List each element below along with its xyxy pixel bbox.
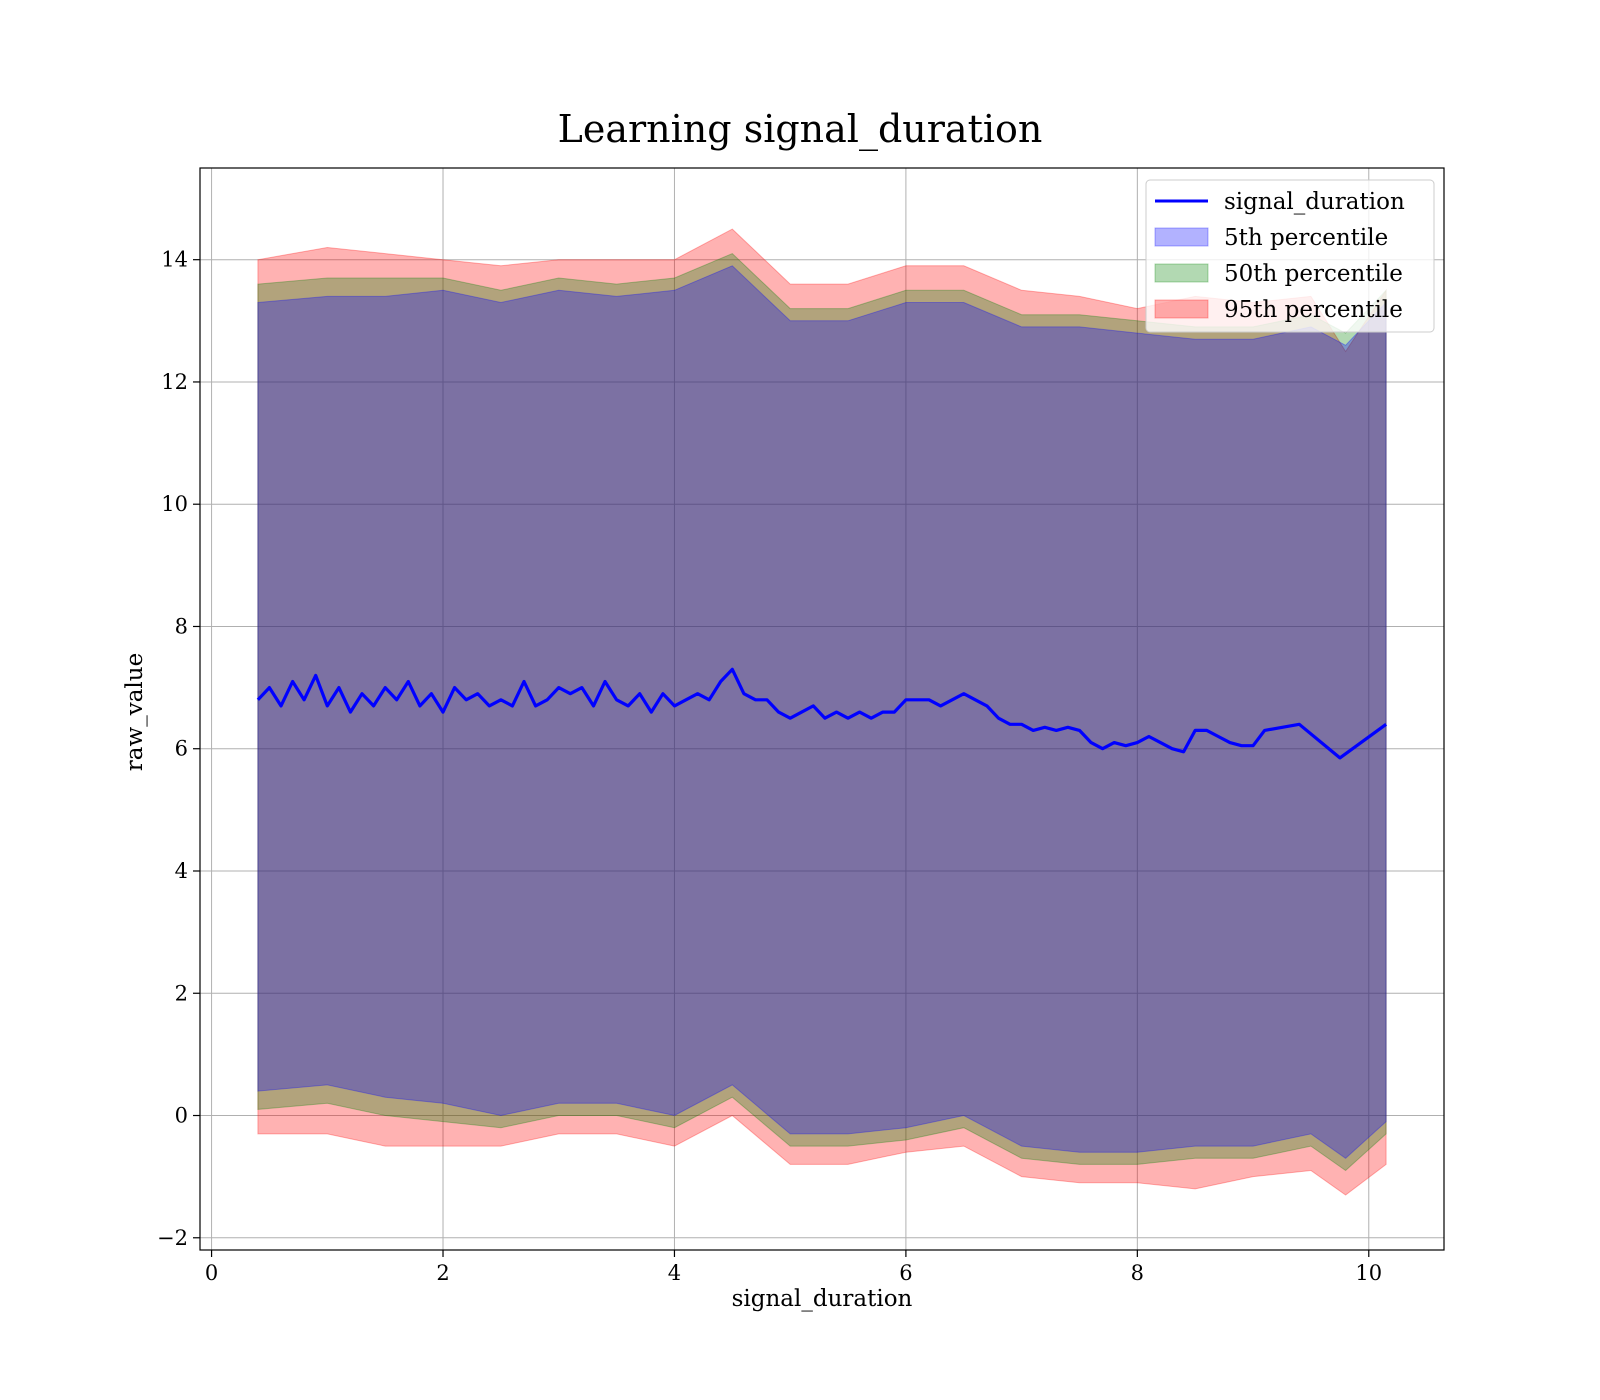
legend-label-95th: 95th percentile xyxy=(1224,297,1403,323)
plot-frame xyxy=(199,167,1445,1251)
y-tick-label: 8 xyxy=(175,614,188,638)
x-tick-label: 0 xyxy=(205,1261,218,1285)
y-tick-label: 12 xyxy=(161,370,188,394)
chart-title: Learning signal_duration xyxy=(558,107,1043,152)
grid xyxy=(200,168,1444,1250)
y-tick-label: −2 xyxy=(157,1226,188,1250)
legend-swatch-50th xyxy=(1154,263,1209,283)
legend-label-5th: 5th percentile xyxy=(1224,225,1388,251)
band-5th-percentile xyxy=(257,265,1387,1159)
x-tick-label: 2 xyxy=(436,1261,449,1285)
legend-label-line: signal_duration xyxy=(1224,189,1405,215)
series-lines xyxy=(256,667,1388,760)
y-tick-label: 14 xyxy=(161,248,188,272)
y-tick-label: 6 xyxy=(175,737,188,761)
y-tick-label: 0 xyxy=(175,1104,188,1128)
x-tick-label: 10 xyxy=(1355,1261,1382,1285)
legend: signal_duration 5th percentile 50th perc… xyxy=(1145,179,1435,333)
x-axis-ticks: 0 2 4 6 8 10 xyxy=(205,1250,1382,1285)
y-tick-label: 4 xyxy=(175,859,188,883)
y-tick-label: 2 xyxy=(175,981,188,1005)
legend-label-50th: 50th percentile xyxy=(1224,261,1403,287)
x-tick-label: 4 xyxy=(668,1261,681,1285)
legend-box xyxy=(1145,179,1435,333)
band-50th-percentile xyxy=(257,253,1387,1172)
percentile-bands xyxy=(257,228,1387,1196)
x-tick-label: 8 xyxy=(1131,1261,1144,1285)
y-tick-label: 10 xyxy=(161,492,188,516)
x-axis-label: signal_duration xyxy=(732,1286,913,1312)
y-axis-label: raw_value xyxy=(122,653,148,771)
x-tick-label: 6 xyxy=(899,1261,912,1285)
legend-swatch-95th xyxy=(1154,299,1209,319)
legend-swatch-5th xyxy=(1154,227,1209,247)
line-signal-duration xyxy=(256,667,1388,760)
band-95th-percentile xyxy=(257,228,1387,1196)
y-axis-ticks: −2 0 2 4 6 8 10 12 14 xyxy=(157,248,200,1250)
